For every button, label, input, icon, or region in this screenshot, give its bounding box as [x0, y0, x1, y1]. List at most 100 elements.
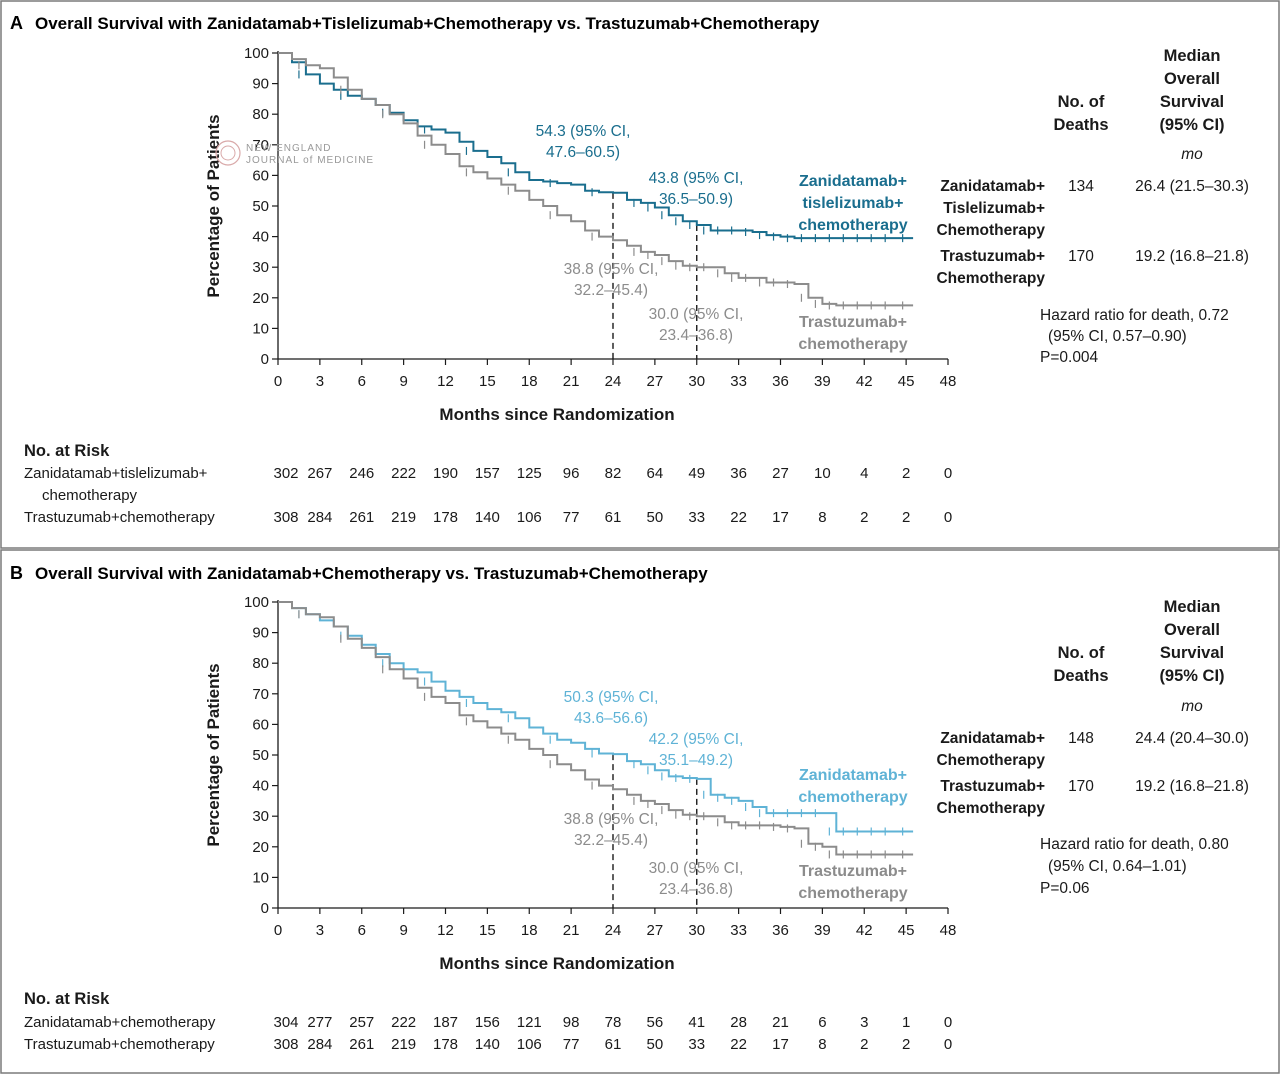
panel-b-x-tick-label: 30: [688, 922, 705, 939]
panel-b-x-tick-label: 15: [479, 922, 496, 939]
panel-b-at-risk-value: 140: [475, 1036, 500, 1053]
panel-a-at-risk-value: 267: [307, 465, 332, 482]
panel-b-y-tick-label: 30: [252, 808, 269, 825]
panel-a-series-2-curve: [278, 52, 914, 307]
panel-b-y-tick-label: 90: [252, 625, 269, 642]
panel-a: A Overall Survival with Zanidatamab+Tisle…: [10, 13, 1249, 526]
panel-a-at-risk-value: 33: [688, 509, 705, 526]
panel-b-table-row-median: 19.2 (16.8–21.8): [1135, 778, 1249, 795]
panel-a-border: [0, 0, 1280, 549]
panel-b-y-axis-label: Percentage of Patients: [204, 663, 223, 846]
panel-a-at-risk-value: 0: [944, 509, 952, 526]
panel-a-at-risk-value: 49: [688, 465, 705, 482]
panel-a-x-tick-label: 48: [940, 373, 957, 390]
panel-b-at-risk-value: 41: [688, 1014, 705, 1031]
panel-a-series-2-label: Trastuzumab+: [799, 314, 907, 331]
panel-a-y-tick-label: 20: [252, 290, 269, 307]
panel-b-y-tick-label: 40: [252, 778, 269, 795]
panel-a-annotation-3: 32.2–45.4): [574, 282, 648, 299]
panel-b-annotation-2: 42.2 (95% CI,: [649, 731, 744, 748]
panel-b-annotation-3: 32.2–45.4): [574, 832, 648, 849]
panel-a-table-row-name: Trastuzumab+: [940, 248, 1045, 265]
panel-a-y-tick-label: 80: [252, 106, 269, 123]
panel-a-x-tick-label: 24: [605, 373, 622, 390]
panel-a-at-risk-value: 125: [517, 465, 542, 482]
panel-a-y-tick-label: 10: [252, 320, 269, 337]
watermark-seal-inner-icon: [220, 145, 236, 161]
panel-b-at-risk-value: 6: [818, 1014, 826, 1031]
panel-b-at-risk-value: 121: [517, 1014, 542, 1031]
panel-b-table-row-name: Chemotherapy: [936, 752, 1045, 769]
panel-b-x-tick-label: 18: [521, 922, 538, 939]
panel-b-at-risk-value: 156: [475, 1014, 500, 1031]
panel-a-x-tick-label: 36: [772, 373, 789, 390]
panel-b-y-tick-label: 100: [244, 594, 269, 611]
panel-b-at-risk-value: 0: [944, 1036, 952, 1053]
panel-a-series-1-label: Zanidatamab+: [799, 173, 907, 190]
panel-a-y-tick-label: 50: [252, 198, 269, 215]
panel-b-at-risk-value: 22: [730, 1036, 747, 1053]
panel-a-at-risk-value: 261: [349, 509, 374, 526]
panel-a-panel-letter: A: [10, 13, 23, 33]
panel-a-x-tick-label: 21: [563, 373, 580, 390]
panel-a-annotation-2: 43.8 (95% CI,: [649, 170, 744, 187]
panel-a-median-header: Survival: [1160, 93, 1224, 111]
panel-b-y-tick-label: 0: [261, 900, 269, 917]
panel-b-y-tick-label: 10: [252, 869, 269, 886]
panel-a-at-risk-row-label: Zanidatamab+tislelizumab+: [24, 465, 208, 482]
panel-a-x-tick-label: 18: [521, 373, 538, 390]
panel-b-at-risk-value: 21: [772, 1014, 789, 1031]
panel-a-annotation-3: 38.8 (95% CI,: [564, 261, 659, 278]
panel-b-x-axis-label: Months since Randomization: [439, 954, 674, 973]
panel-a-x-tick-label: 9: [399, 373, 407, 390]
panel-b-hazard-ratio-line: Hazard ratio for death, 0.80: [1040, 836, 1229, 853]
panel-a-at-risk-value: 222: [391, 465, 416, 482]
panel-b-panel-letter: B: [10, 563, 23, 583]
panel-a-table-row-deaths: 134: [1068, 178, 1094, 195]
panel-b-table-row-name: Chemotherapy: [936, 800, 1045, 817]
panel-b-at-risk-value: 257: [349, 1014, 374, 1031]
panel-a-y-tick-label: 100: [244, 45, 269, 62]
panel-a-deaths-header: No. of: [1058, 93, 1105, 111]
panel-a-table-row-name: Tislelizumab+: [943, 200, 1045, 217]
journal-watermark: NEW ENGLAND JOURNAL of MEDICINE: [215, 140, 373, 166]
panel-a-at-risk-value: 17: [772, 509, 789, 526]
panel-a-hazard-ratio-line: P=0.004: [1040, 349, 1099, 366]
panel-b-table-row-deaths: 170: [1068, 778, 1094, 795]
panel-a-series-2-label: chemotherapy: [798, 336, 907, 353]
panel-a-x-tick-label: 33: [730, 373, 747, 390]
panel-a-at-risk-value: 50: [647, 509, 664, 526]
panel-b-at-risk-value: 56: [647, 1014, 664, 1031]
panel-b-y-tick-label: 80: [252, 655, 269, 672]
panel-a-x-tick-label: 3: [316, 373, 324, 390]
panel-b-at-risk-value: 8: [818, 1036, 826, 1053]
panel-a-annotation-1: 54.3 (95% CI,: [536, 123, 631, 140]
panel-b-at-risk-value: 78: [605, 1014, 622, 1031]
panel-a-median-header: Median: [1164, 47, 1221, 65]
panel-a-at-risk-value: 2: [902, 509, 910, 526]
panel-a-table-row-median: 19.2 (16.8–21.8): [1135, 248, 1249, 265]
panel-a-at-risk-row-label: chemotherapy: [42, 487, 138, 504]
panel-b-x-tick-label: 6: [358, 922, 366, 939]
panel-b-annotation-4: 30.0 (95% CI,: [649, 860, 744, 877]
panel-a-annotation-2: 36.5–50.9): [659, 191, 733, 208]
panel-b-annotation-3: 38.8 (95% CI,: [564, 811, 659, 828]
panel-b-at-risk-value: 308: [273, 1036, 298, 1053]
panel-b-x-tick-label: 0: [274, 922, 282, 939]
panel-a-at-risk-value: 10: [814, 465, 831, 482]
panel-b-annotation-1: 50.3 (95% CI,: [564, 689, 659, 706]
panel-a-series-1-label: tislelizumab+: [803, 195, 904, 212]
panel-a-table-row-median: 26.4 (21.5–30.3): [1135, 178, 1249, 195]
panel-b-at-risk-value: 0: [944, 1014, 952, 1031]
panel-b-at-risk-value: 106: [517, 1036, 542, 1053]
panel-b-at-risk-value: 77: [563, 1036, 580, 1053]
panel-b-at-risk-value: 284: [307, 1036, 332, 1053]
panel-b-hazard-ratio-line: (95% CI, 0.64–1.01): [1048, 858, 1187, 875]
panel-a-at-risk-value: 22: [730, 509, 747, 526]
panel-a-annotation-4: 23.4–36.8): [659, 327, 733, 344]
panel-b-at-risk-value: 219: [391, 1036, 416, 1053]
panel-a-x-tick-label: 0: [274, 373, 282, 390]
panel-a-median-header: (95% CI): [1159, 116, 1224, 134]
panel-b-x-tick-label: 48: [940, 922, 957, 939]
panel-a-at-risk-value: 178: [433, 509, 458, 526]
